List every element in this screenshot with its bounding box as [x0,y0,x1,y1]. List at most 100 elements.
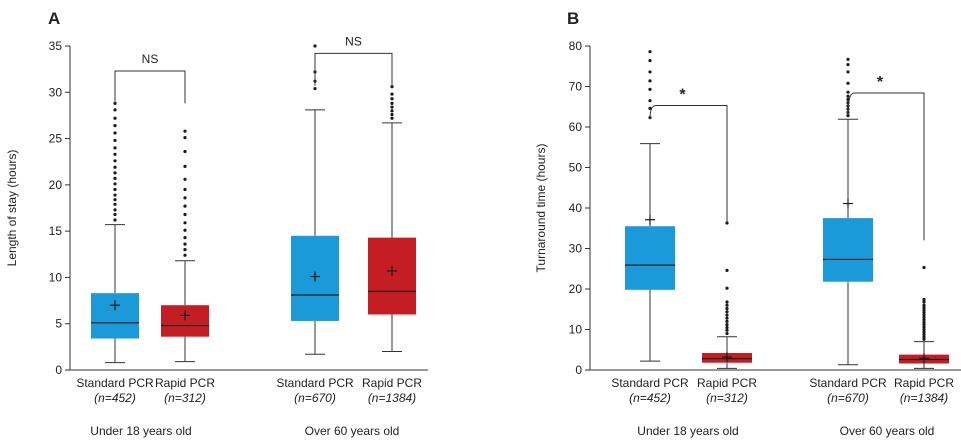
y-tick-label: 0 [55,363,62,377]
x-tick-label: Rapid PCR [894,376,954,390]
y-tick-label: 30 [49,85,63,99]
outlier-point [390,116,394,120]
x-tick-label: Standard PCR [76,376,154,390]
outlier-point [113,176,117,180]
outlier-point [725,300,729,304]
outlier-point [183,248,187,252]
iqr-box [625,226,675,290]
outlier-point [183,253,187,257]
outlier-point [922,320,926,324]
y-tick-label: 60 [569,120,583,134]
significance-bracket [114,70,186,104]
outlier-point [922,337,926,341]
box-standard-pcr: Standard PCR(n=670) [276,44,354,405]
y-tick-label: 80 [569,39,583,53]
group-label: Under 18 years old [637,424,738,438]
y-tick-label: 40 [569,201,583,215]
significance-label: NS [142,52,159,66]
outlier-point [846,81,850,85]
outlier-point [113,187,117,192]
outlier-point [390,97,394,101]
outlier-point [113,193,117,197]
outlier-point [313,86,317,91]
box-standard-pcr: Standard PCR(n=452) [76,101,154,405]
sample-size-label: (n=1384) [900,391,948,405]
outlier-point [113,208,117,212]
outlier-point [725,221,729,225]
outlier-point [183,228,187,232]
outlier-point [725,325,729,330]
box-standard-pcr: Standard PCR(n=452) [611,50,689,405]
outlier-point [183,164,187,168]
outlier-point [390,112,394,117]
outlier-point [922,327,926,332]
outlier-point [113,202,117,206]
y-tick-label: 20 [569,282,583,296]
outlier-point [183,204,187,208]
outlier-point [725,328,729,332]
outlier-point [113,116,117,120]
x-tick-label: Rapid PCR [155,376,215,390]
y-tick-label: 10 [569,323,583,337]
outlier-point [922,335,926,339]
box-rapid-pcr: Rapid PCR(n=312) [697,221,757,405]
outlier-point [390,101,394,105]
box-rapid-pcr: Rapid PCR(n=1384) [894,265,954,405]
outlier-point [725,313,729,317]
panel-label: B [567,9,579,28]
outlier-point [183,242,187,246]
outlier-point [725,323,729,327]
outlier-point [390,92,394,96]
outlier-point [922,313,926,317]
outlier-point [725,303,729,307]
box-rapid-pcr: Rapid PCR(n=312) [155,129,215,405]
outlier-point [113,159,117,163]
panel-b: B 0 10 20 30 40 50 60 70 80 Turnaround time (hours… [534,9,961,438]
outlier-point [113,171,117,175]
sample-size-label: (n=312) [164,391,206,405]
outlier-point [113,152,117,156]
outlier-point [183,149,187,154]
significance-bracket [847,92,925,241]
sample-size-label: (n=1384) [368,391,416,405]
outlier-point [183,177,187,181]
outlier-point [846,57,850,61]
outlier-point [183,236,187,240]
y-tick-label: 35 [49,39,63,53]
panel-a: A 0 5 10 15 20 25 30 35 Length of stay (hours) Sta… [5,9,428,438]
outlier-point [922,265,926,270]
group-label: Over 60 years old [305,424,400,438]
outlier-point [725,331,729,336]
group-label: Under 18 years old [90,424,191,438]
outlier-point [725,286,729,290]
iqr-box [823,218,873,282]
y-tick-label: 0 [575,363,582,377]
y-tick-label: 25 [49,132,63,146]
y-axis-label: Length of stay (hours) [5,150,19,267]
outlier-point [648,87,652,91]
significance-label: * [679,87,686,104]
group-label: Over 60 years old [840,424,935,438]
outlier-point [113,212,117,217]
sample-size-label: (n=670) [827,391,869,405]
outlier-point [113,165,117,169]
x-tick-label: Rapid PCR [697,376,757,390]
outlier-point [922,310,926,315]
outlier-point [725,268,729,272]
outlier-point [183,196,187,200]
outlier-point [113,198,117,202]
sample-size-label: (n=312) [706,391,748,405]
y-tick-label: 10 [49,270,63,284]
panel-label: A [48,9,60,28]
sample-size-label: (n=452) [94,391,136,405]
outlier-point [922,330,926,334]
outlier-point [725,306,729,311]
outlier-point [922,300,926,304]
y-tick-label: 70 [569,80,583,94]
outlier-point [113,131,117,135]
outlier-point [725,310,729,314]
outlier-point [725,316,729,320]
outlier-point [846,63,850,67]
outlier-point [922,315,926,319]
